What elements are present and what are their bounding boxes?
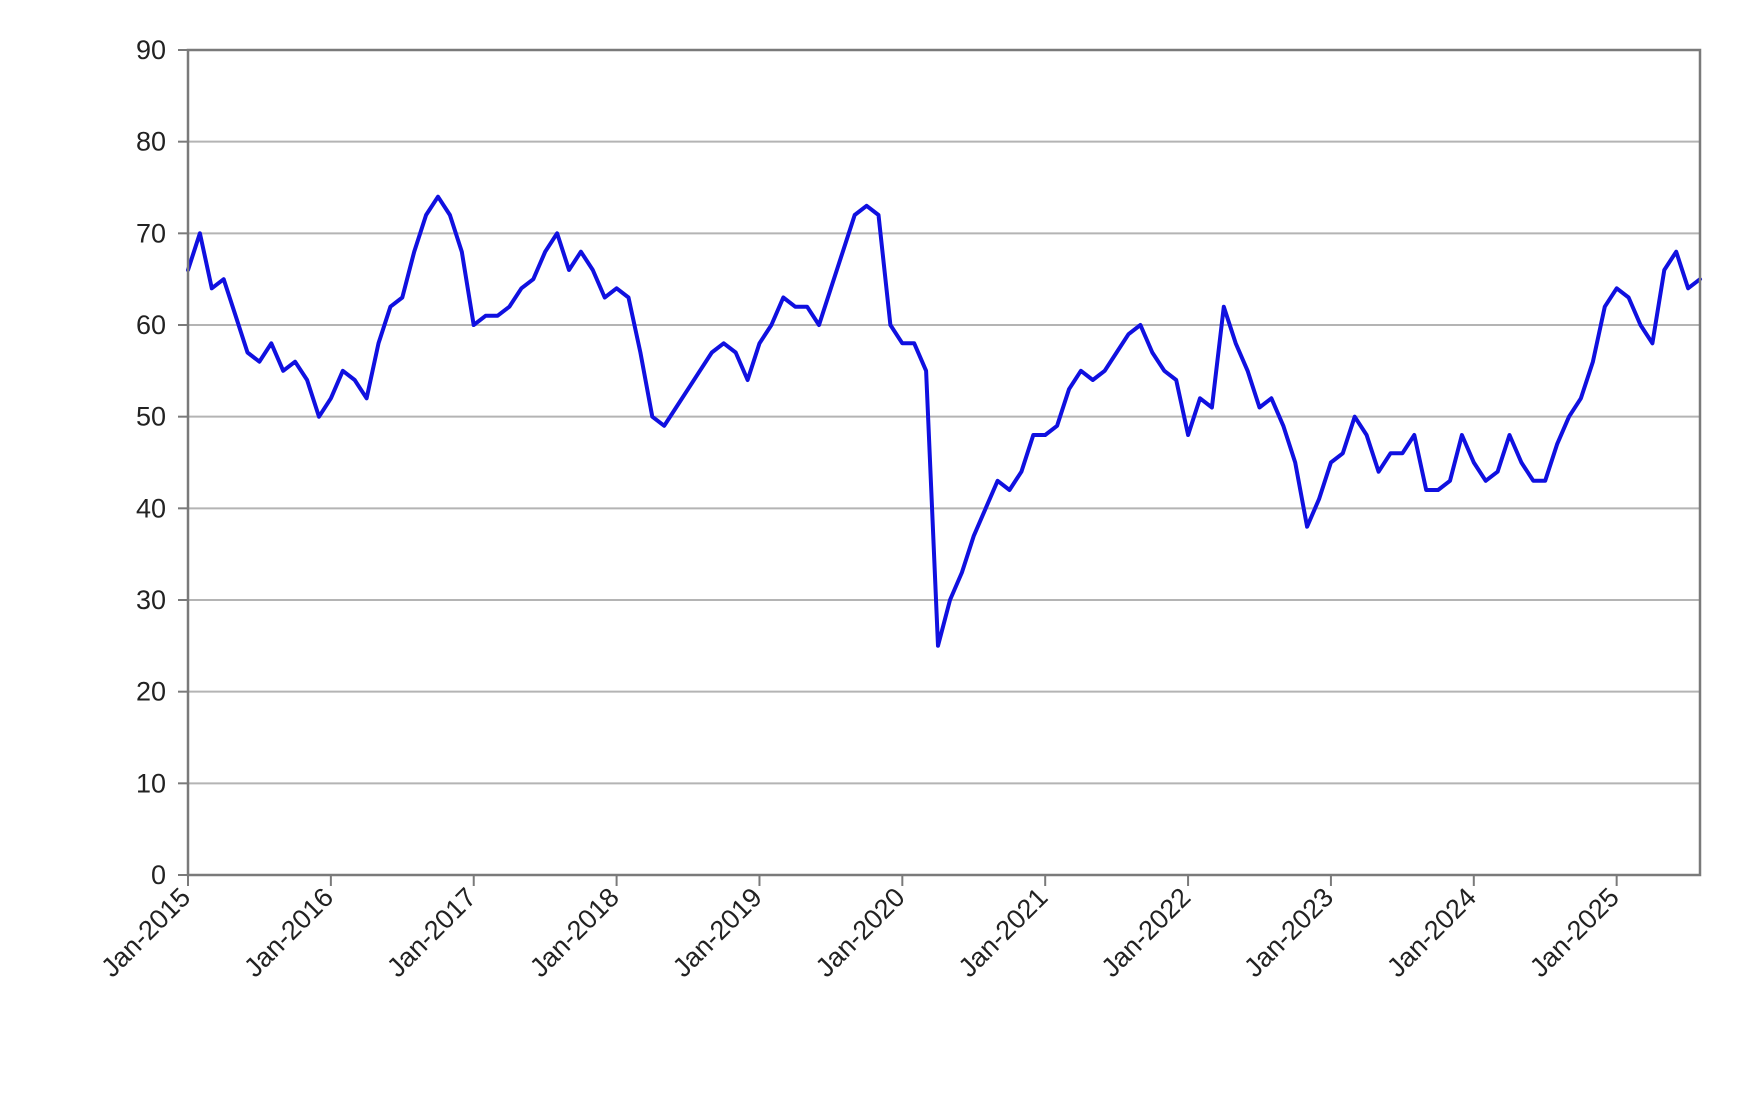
y-tick-label: 30	[136, 585, 166, 615]
y-tick-label: 70	[136, 218, 166, 248]
y-tick-label: 20	[136, 677, 166, 707]
y-tick-label: 90	[136, 35, 166, 65]
plot-area-frame	[186, 48, 1702, 877]
series-line-0	[186, 194, 1702, 648]
y-tick-label: 60	[136, 310, 166, 340]
y-tick-label: 80	[136, 127, 166, 157]
y-tick-label: 10	[136, 768, 166, 798]
series-layer	[186, 194, 1702, 648]
y-tick-label: 50	[136, 402, 166, 432]
y-axis: 0 10 20 30 40 50 60 70 80 90	[136, 35, 188, 890]
y-tick-label: 0	[151, 860, 166, 890]
y-tick-label: 40	[136, 493, 166, 523]
